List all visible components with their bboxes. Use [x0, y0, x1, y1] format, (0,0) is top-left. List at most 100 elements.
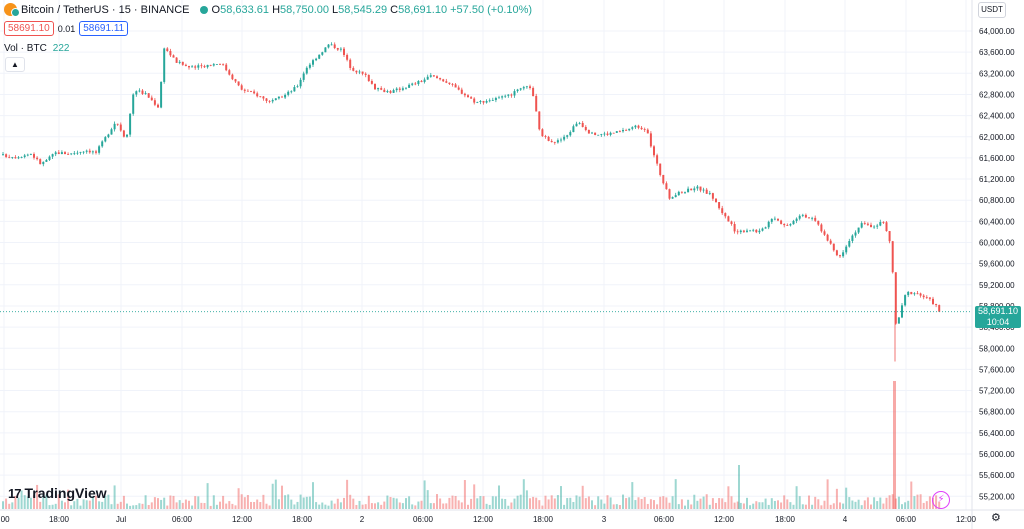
candle-body[interactable]	[23, 155, 26, 157]
candle-body[interactable]	[11, 157, 14, 158]
candle-body[interactable]	[857, 227, 860, 233]
candle-body[interactable]	[287, 91, 290, 95]
candle-body[interactable]	[417, 80, 420, 85]
candle-body[interactable]	[665, 183, 668, 190]
candle-body[interactable]	[544, 136, 547, 137]
candle-body[interactable]	[222, 64, 225, 66]
time-axis[interactable]: :00 18:00 Jul 06:00 12:00 18:00 2 06:00 12:00 18:…	[0, 515, 977, 524]
candle-body[interactable]	[659, 163, 662, 175]
candle-body[interactable]	[708, 193, 711, 194]
candle-body[interactable]	[910, 291, 913, 295]
candle-body[interactable]	[386, 91, 389, 93]
candle-body[interactable]	[377, 88, 380, 90]
candle-body[interactable]	[172, 55, 175, 58]
candle-body[interactable]	[225, 64, 228, 71]
candle-body[interactable]	[104, 137, 107, 142]
candle-body[interactable]	[374, 83, 376, 90]
candle-body[interactable]	[29, 154, 32, 155]
candle-body[interactable]	[516, 89, 519, 92]
candle-body[interactable]	[184, 64, 187, 66]
candle-body[interactable]	[169, 51, 172, 56]
candle-body[interactable]	[91, 151, 94, 153]
candle-body[interactable]	[811, 217, 814, 219]
candle-body[interactable]	[522, 87, 525, 89]
candle-body[interactable]	[801, 214, 804, 216]
candle-body[interactable]	[795, 218, 798, 221]
candle-body[interactable]	[324, 47, 327, 53]
candle-body[interactable]	[8, 156, 11, 158]
candle-body[interactable]	[501, 96, 504, 98]
volume-label[interactable]: Vol · BTC	[4, 43, 47, 54]
candle-body[interactable]	[677, 191, 680, 196]
candle-body[interactable]	[687, 188, 690, 193]
candle-body[interactable]	[690, 188, 693, 191]
candle-body[interactable]	[835, 250, 838, 256]
candle-body[interactable]	[684, 192, 686, 194]
candle-body[interactable]	[246, 90, 249, 92]
candle-body[interactable]	[346, 54, 349, 60]
candle-body[interactable]	[243, 89, 246, 91]
candle-body[interactable]	[891, 241, 894, 273]
candle-body[interactable]	[935, 304, 938, 306]
candle-body[interactable]	[625, 130, 628, 131]
candle-body[interactable]	[160, 81, 163, 108]
candle-body[interactable]	[54, 152, 57, 155]
candle-body[interactable]	[181, 61, 184, 65]
candle-body[interactable]	[656, 155, 659, 164]
candle-body[interactable]	[789, 224, 792, 226]
candle-body[interactable]	[643, 129, 646, 130]
candle-body[interactable]	[808, 217, 810, 219]
candle-body[interactable]	[711, 193, 714, 199]
candle-body[interactable]	[507, 94, 510, 96]
candle-body[interactable]	[73, 153, 76, 155]
candle-body[interactable]	[581, 122, 584, 127]
candle-body[interactable]	[693, 188, 696, 191]
candle-body[interactable]	[157, 104, 159, 108]
candle-body[interactable]	[147, 93, 150, 98]
candle-body[interactable]	[265, 98, 268, 101]
candle-body[interactable]	[653, 146, 655, 156]
symbol-title[interactable]: Bitcoin / TetherUS · 15 · BINANCE	[21, 3, 190, 16]
candle-body[interactable]	[485, 101, 488, 103]
candle-body[interactable]	[240, 85, 243, 90]
candle-body[interactable]	[234, 79, 237, 82]
candle-body[interactable]	[870, 224, 872, 228]
candle-body[interactable]	[662, 174, 665, 184]
candle-body[interactable]	[302, 73, 305, 80]
candle-body[interactable]	[268, 100, 271, 102]
candle-body[interactable]	[482, 101, 485, 103]
candle-body[interactable]	[925, 297, 928, 298]
candle-body[interactable]	[26, 154, 29, 156]
candle-body[interactable]	[262, 96, 265, 99]
candle-body[interactable]	[290, 91, 293, 93]
candle-body[interactable]	[153, 100, 156, 105]
candle-body[interactable]	[556, 140, 559, 143]
candle-body[interactable]	[851, 235, 854, 241]
candle-body[interactable]	[832, 243, 835, 251]
candle-body[interactable]	[814, 217, 817, 221]
candle-body[interactable]	[535, 96, 538, 112]
candle-body[interactable]	[380, 88, 383, 90]
candle-body[interactable]	[606, 133, 609, 135]
candle-body[interactable]	[634, 125, 637, 128]
candle-body[interactable]	[178, 61, 181, 63]
candle-body[interactable]	[587, 130, 590, 134]
candle-body[interactable]	[845, 246, 848, 253]
candle-body[interactable]	[513, 91, 516, 96]
candle-body[interactable]	[718, 202, 721, 209]
candle-body[interactable]	[752, 229, 755, 231]
candle-body[interactable]	[39, 159, 42, 165]
candle-body[interactable]	[411, 83, 414, 85]
candle-body[interactable]	[277, 96, 280, 99]
candle-body[interactable]	[488, 100, 491, 102]
candle-body[interactable]	[383, 89, 386, 93]
candle-body[interactable]	[67, 154, 70, 155]
candle-body[interactable]	[321, 52, 324, 55]
candle-body[interactable]	[57, 152, 60, 155]
candle-body[interactable]	[423, 79, 426, 82]
candle-body[interactable]	[209, 64, 212, 66]
candle-body[interactable]	[569, 132, 572, 136]
sell-price-button[interactable]: 58691.10	[4, 21, 54, 36]
candle-body[interactable]	[553, 142, 556, 143]
candle-body[interactable]	[296, 86, 299, 88]
